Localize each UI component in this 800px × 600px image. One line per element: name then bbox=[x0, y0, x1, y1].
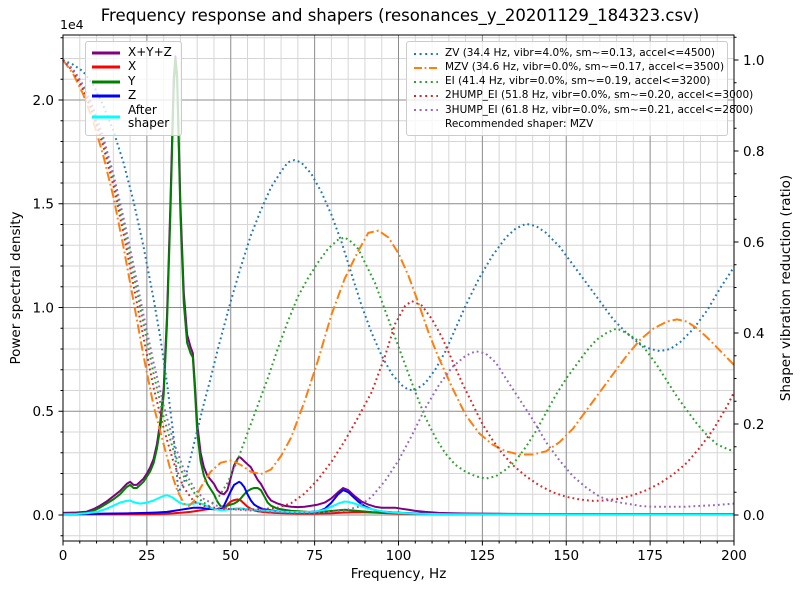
y-right-tick-label: 1.0 bbox=[743, 53, 764, 69]
x-tick-label: 200 bbox=[721, 548, 747, 564]
legend-item: After shaper bbox=[92, 102, 175, 131]
solid-line-swatch-icon bbox=[92, 65, 120, 69]
y-left-tick-label: 0.0 bbox=[33, 508, 54, 524]
dashdot-line-swatch-icon bbox=[414, 66, 438, 69]
x-tick-label: 0 bbox=[59, 548, 68, 564]
legend-item: 3HUMP_EI (61.8 Hz, vibr=0.0%, sm~=0.21, … bbox=[414, 104, 753, 117]
solid-line-swatch-icon bbox=[92, 80, 120, 84]
y-left-tick-label: 1.0 bbox=[33, 300, 54, 316]
solid-line-swatch-icon bbox=[92, 51, 120, 55]
chart-title: Frequency response and shapers (resonanc… bbox=[100, 6, 700, 25]
ticks bbox=[58, 36, 739, 546]
curves bbox=[62, 55, 735, 516]
x-tick-label: 175 bbox=[637, 548, 663, 564]
y-right-tick-label: 0.8 bbox=[743, 144, 764, 160]
legend-item: Z bbox=[92, 88, 175, 103]
legend-item-label: X+Y+Z bbox=[128, 45, 172, 59]
legend-item-label: After shaper bbox=[128, 102, 170, 131]
y-right-tick-label: 0.0 bbox=[743, 508, 764, 524]
legend-item: EI (41.4 Hz, vibr=0.0%, sm~=0.19, accel<… bbox=[414, 75, 720, 88]
legend-item-label: 3HUMP_EI (61.8 Hz, vibr=0.0%, sm~=0.21, … bbox=[445, 103, 754, 116]
legend-item: MZV (34.6 Hz, vibr=0.0%, sm~=0.17, accel… bbox=[414, 61, 724, 74]
y-right-tick-label: 0.6 bbox=[743, 235, 764, 251]
series-mzv bbox=[62, 59, 735, 507]
y-right-tick-label: 0.4 bbox=[743, 326, 764, 342]
x-tick-label: 125 bbox=[469, 548, 495, 564]
legend-item: ZV (34.4 Hz, vibr=4.0%, sm~=0.13, accel<… bbox=[414, 47, 720, 60]
y-axis-label-right: Shaper vibration reduction (ratio) bbox=[778, 174, 794, 402]
x-tick-label: 150 bbox=[553, 548, 579, 564]
x-tick-label: 100 bbox=[386, 548, 412, 564]
tick-labels: 0 25 50 75 100 125 150 175 200 0.0 0.5 1.0 1.5 2.0 0.0… bbox=[33, 53, 765, 564]
legend-item-label: Y bbox=[128, 73, 136, 88]
y-left-tick-label: 0.5 bbox=[33, 404, 54, 420]
solid-line-swatch-icon bbox=[92, 115, 120, 119]
legend-item: X bbox=[92, 59, 175, 74]
legend-psd: X+Y+Z X Y Z After shaper bbox=[85, 41, 182, 136]
solid-line-swatch-icon bbox=[92, 94, 120, 98]
y-left-tick-label: 2.0 bbox=[33, 93, 54, 109]
legend-item-label: Z bbox=[128, 88, 137, 103]
y-right-tick-label: 0.2 bbox=[743, 417, 764, 433]
series-2hump-ei bbox=[62, 59, 735, 511]
legend-item: X+Y+Z bbox=[92, 45, 175, 59]
legend-shapers: ZV (34.4 Hz, vibr=4.0%, sm~=0.13, accel<… bbox=[406, 41, 753, 136]
legend-item-label: ZV (34.4 Hz, vibr=4.0%, sm~=0.13, accel<… bbox=[445, 47, 715, 59]
dotted-line-swatch-icon bbox=[414, 52, 438, 55]
y-left-tick-label: 1.5 bbox=[33, 197, 54, 213]
legend-item: 2HUMP_EI (51.8 Hz, vibr=0.0%, sm~=0.20, … bbox=[414, 89, 753, 102]
legend-item-label: EI (41.4 Hz, vibr=0.0%, sm~=0.19, accel<… bbox=[445, 75, 711, 88]
legend-item-label: 2HUMP_EI (51.8 Hz, vibr=0.0%, sm~=0.20, … bbox=[445, 89, 754, 102]
dotted-line-swatch-icon bbox=[414, 109, 438, 112]
y-axis-offset-label: 1e4 bbox=[60, 17, 84, 32]
x-axis-label: Frequency, Hz bbox=[350, 566, 447, 582]
dotted-line-swatch-icon bbox=[414, 80, 438, 83]
series-ei bbox=[62, 59, 735, 507]
recommended-shaper-note: Recommended shaper: MZV bbox=[445, 117, 594, 130]
x-tick-label: 25 bbox=[138, 548, 155, 564]
x-tick-label: 75 bbox=[306, 548, 323, 564]
legend-item-label: X bbox=[128, 59, 137, 74]
legend-item-label: MZV (34.6 Hz, vibr=0.0%, sm~=0.17, accel… bbox=[445, 61, 725, 74]
x-tick-label: 50 bbox=[222, 548, 239, 564]
legend-item: Y bbox=[92, 73, 175, 88]
dotted-line-swatch-icon bbox=[414, 94, 438, 97]
y-axis-label-left: Power spectral density bbox=[8, 211, 24, 365]
